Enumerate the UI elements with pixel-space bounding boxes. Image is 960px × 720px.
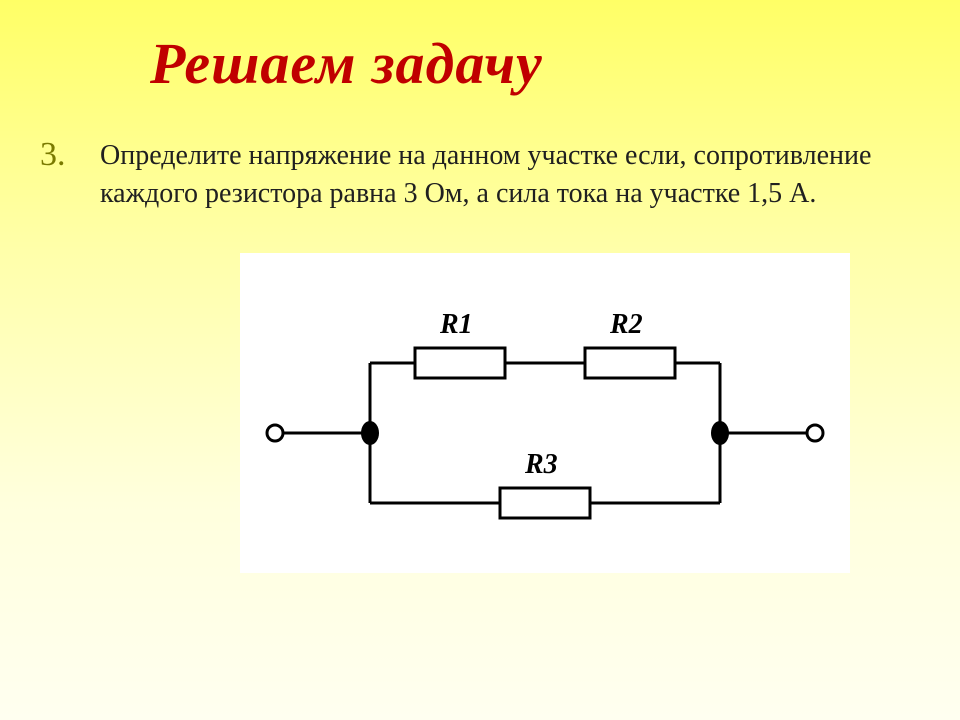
svg-text:R1: R1: [439, 309, 473, 340]
problem-block: 3. Определите напряжение на данном участ…: [40, 137, 920, 213]
slide: Решаем задачу 3. Определите напряжение н…: [0, 0, 960, 720]
circuit-svg: R1 R2 R3: [240, 253, 850, 573]
svg-text:R3: R3: [524, 449, 558, 480]
problem-text: Определите напряжение на данном участке …: [100, 137, 880, 213]
circuit-diagram: R1 R2 R3: [240, 253, 850, 573]
svg-text:R2: R2: [609, 309, 643, 340]
page-title: Решаем задачу: [150, 30, 920, 97]
problem-number: 3.: [40, 133, 80, 177]
